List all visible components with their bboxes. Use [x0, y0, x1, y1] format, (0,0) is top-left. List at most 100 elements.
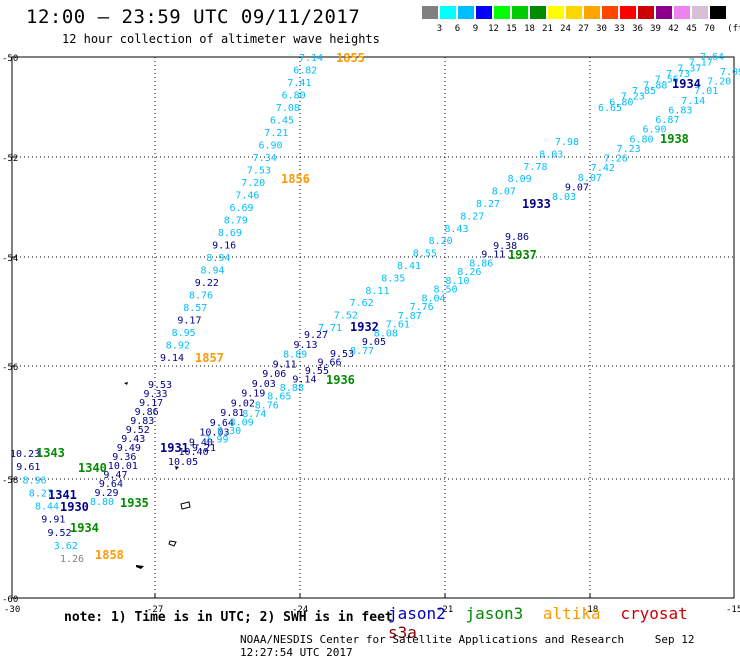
swh-value: 8.09: [230, 417, 254, 428]
pass-time-label: 1931: [160, 441, 189, 455]
swh-value: 6.69: [230, 203, 254, 214]
swh-value: 8.95: [172, 328, 196, 339]
swh-value: 1.26: [60, 554, 84, 565]
swh-value: 9.11: [273, 359, 297, 370]
swh-value: 8.41: [397, 261, 421, 272]
island: [136, 565, 144, 569]
swh-value: 8.03: [539, 149, 563, 160]
swh-value: 9.81: [220, 408, 244, 419]
scale-label: 3: [436, 24, 443, 34]
lat-label: -60: [2, 595, 18, 605]
swh-value: 7.14: [681, 96, 705, 107]
swh-value: 6.80: [282, 91, 306, 102]
swh-value: 9.16: [212, 241, 236, 252]
swh-value: 8.35: [381, 273, 405, 284]
pass-time-label: 1343: [36, 446, 65, 460]
swh-value: 8.96: [23, 475, 47, 486]
scale-swatch: [674, 6, 691, 19]
pass-time-label: 1856: [281, 172, 310, 186]
legend-jason2: jason2: [388, 604, 446, 623]
swh-value: 8.92: [166, 341, 190, 352]
lat-label: -58: [2, 476, 18, 486]
credit-line: NOAA/NESDIS Center for Satellite Applica…: [240, 633, 740, 659]
swh-value: 8.20: [429, 236, 453, 247]
swh-value: 9.21: [192, 443, 216, 454]
lat-label: -50: [2, 54, 18, 64]
footer-note: note: 1) Time is in UTC; 2) SWH is in fe…: [64, 610, 393, 625]
swh-value: 10.40: [179, 447, 209, 458]
pass-time-label: 1855: [336, 51, 365, 65]
scale-label: 21: [542, 24, 553, 34]
swh-value: 7.99: [205, 435, 229, 446]
swh-value: 8.27: [460, 211, 484, 222]
swh-value: 7.41: [287, 78, 311, 89]
swh-value: 8.07: [578, 173, 602, 184]
lat-lon-grid: [12, 57, 734, 598]
swh-value: 8.26: [457, 267, 481, 278]
swh-value: 8.10: [445, 276, 469, 287]
swh-value: 8.27: [29, 488, 53, 499]
lon-label: -21: [437, 605, 453, 615]
swh-value: 9.13: [294, 340, 318, 351]
swh-value: 8.27: [476, 199, 500, 210]
island: [180, 501, 191, 510]
credit-agency: NOAA/NESDIS Center for Satellite Applica…: [240, 633, 625, 646]
swh-value: 7.62: [350, 298, 374, 309]
swh-value: 10.05: [168, 457, 198, 468]
scale-swatch: [440, 6, 457, 19]
swh-value: 8.76: [189, 291, 213, 302]
pass-time-label: 1858: [95, 548, 124, 562]
swh-value: 9.61: [16, 462, 40, 473]
swh-value: 6.65: [598, 103, 622, 114]
scale-swatch: [692, 6, 709, 19]
swh-value: 9.17: [177, 316, 201, 327]
swh-value: 8.55: [413, 249, 437, 260]
scale-label: 30: [596, 24, 607, 34]
swh-value: 9.19: [241, 389, 265, 400]
swh-value: 9.52: [126, 425, 150, 436]
swh-value: 8.76: [255, 400, 279, 411]
swh-value: 3.62: [54, 541, 78, 552]
island: [175, 466, 179, 470]
scale-swatch: [422, 6, 439, 19]
swh-value: 9.83: [130, 416, 154, 427]
swh-value: 9.17: [139, 398, 163, 409]
swh-value: 9.64: [210, 418, 234, 429]
swh-value: 7.20: [241, 178, 265, 189]
islands: [124, 382, 191, 569]
wave-height-tracks: 7.146.827.416.807.086.457.216.907.347.53…: [10, 51, 740, 565]
swh-value: 7.42: [591, 163, 615, 174]
satellite-legend: jason2 jason3 altika cryosat s3a: [388, 604, 740, 642]
swh-value: 9.22: [195, 278, 219, 289]
pass-time-label: 1930: [60, 500, 89, 514]
scale-label: 27: [578, 24, 589, 34]
swh-value: 7.21: [264, 128, 288, 139]
swh-value: 9.86: [505, 232, 529, 243]
lat-label: -52: [2, 154, 18, 164]
swh-value: 6.80: [609, 97, 633, 108]
swh-value: 9.64: [99, 479, 123, 490]
swh-value: 7.23: [617, 144, 641, 155]
lat-label: -54: [2, 254, 18, 264]
swh-value: 9.11: [481, 250, 505, 261]
swh-value: 6.90: [643, 125, 667, 136]
scale-swatch: [494, 6, 511, 19]
swh-value: 7.64: [700, 52, 724, 63]
swh-value: 8.69: [218, 228, 242, 239]
scale-swatch: [458, 6, 475, 19]
pass-time-label: 1936: [326, 373, 355, 387]
swh-value: 9.05: [362, 337, 386, 348]
swh-value: 9.02: [231, 398, 255, 409]
swh-value: 7.20: [707, 77, 731, 88]
swh-value: 7.56: [655, 75, 679, 86]
swh-value: 8.30: [217, 426, 241, 437]
swh-value: 9.43: [121, 434, 145, 445]
swh-value: 7.78: [523, 162, 547, 173]
pass-time-label: 1934: [70, 521, 99, 535]
swh-value: 10.01: [108, 461, 138, 472]
swh-value: 8.57: [183, 303, 207, 314]
swh-value: 9.29: [95, 488, 119, 499]
swh-value: 8.08: [374, 329, 398, 340]
swh-value: 9.47: [103, 470, 127, 481]
swh-value: 8.94: [206, 253, 230, 264]
